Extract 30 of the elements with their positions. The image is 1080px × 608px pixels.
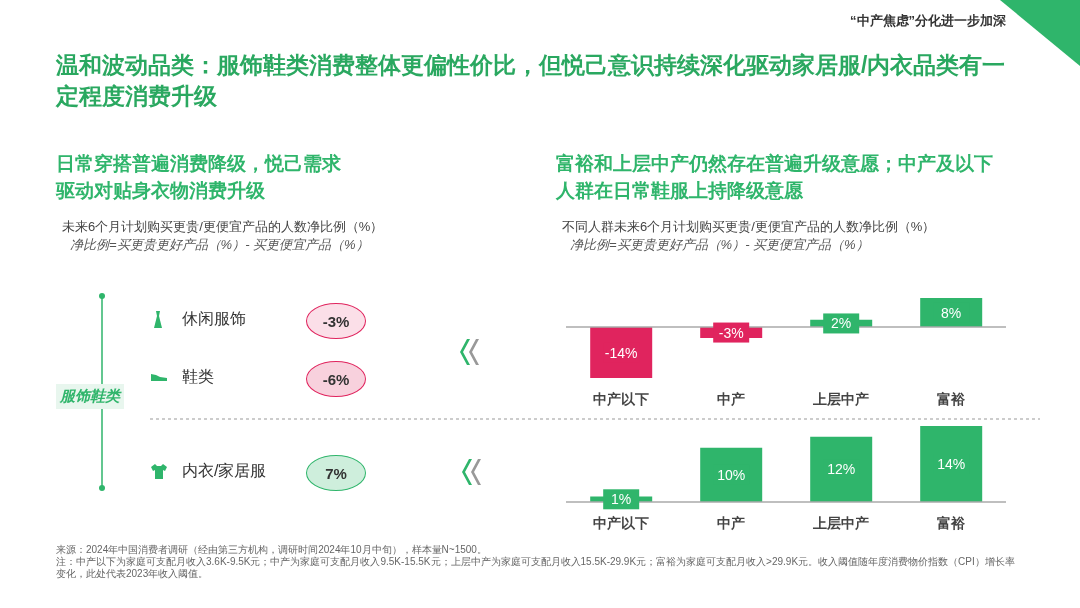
category-label: 休闲服饰	[182, 309, 246, 329]
text: 未来6个月计划购买更贵/更便宜产品的人数净比例（%）	[62, 218, 384, 236]
chart-subtitle: 不同人群未来6个月计划购买更贵/更便宜产品的人数净比例（%）	[562, 218, 936, 236]
x-tick-label: 上层中产	[812, 390, 869, 407]
data-label: 14%	[937, 456, 966, 472]
x-tick-label: 中产	[717, 514, 745, 531]
chart-title: 富裕和上层中产仍然存在普遍升级意愿；中产及以下人群在日常鞋服上持降级意愿	[556, 152, 994, 203]
source-note: 来源：2024年中国消费者调研（经由第三方机构，调研时间2024年10月中旬），样本量N~1500。	[56, 544, 488, 556]
text: 日常穿搭普遍消费降级，悦己需求驱动对贴身衣物消费升级	[56, 152, 342, 203]
text: 净比例=买更贵更好产品（%）- 买更便宜产品（%）	[70, 236, 369, 254]
category-label: 内衣/家居服	[182, 461, 267, 481]
x-tick-label: 富裕	[937, 514, 966, 531]
x-tick-label: 中产	[717, 390, 745, 407]
data-label: 8%	[941, 304, 962, 321]
text: 服饰鞋类	[56, 384, 124, 409]
text: “中产焦虑”分化进一步加深	[850, 12, 1006, 30]
data-label: -3%	[306, 303, 366, 339]
category-label: 鞋类	[182, 367, 214, 387]
x-tick-label: 上层中产	[812, 514, 869, 531]
data-label: -6%	[306, 361, 366, 397]
data-label: 12%	[827, 461, 856, 478]
data-label: 7%	[306, 455, 366, 491]
text: 温和波动品类：服饰鞋类消费整体更偏性价比，但悦己意识持续深化驱动家居服/内衣品类有一定程度消费升级	[56, 51, 1007, 111]
text: 注：中产以下为家庭可支配月收入3.6K-9.5K元；中产为家庭可支配月收入9.5K-15.5K元；上层中产为家庭可支配月收入15.5K-29.9K元；富裕为家庭可支配月收入>29.9K元。收入阈值随年度消费物价指数（CPI）增长率变化，此处代表2023年收入阈值。	[56, 556, 1016, 580]
data-label: -14%	[604, 344, 638, 361]
data-label: 10%	[717, 466, 746, 483]
text: 净比例=买更贵更好产品（%）- 买更便宜产品（%）	[570, 236, 869, 254]
x-tick-label: 中产以下	[593, 514, 649, 531]
x-tick-label: 富裕	[937, 390, 966, 407]
x-tick-label: 中产以下	[593, 390, 649, 407]
